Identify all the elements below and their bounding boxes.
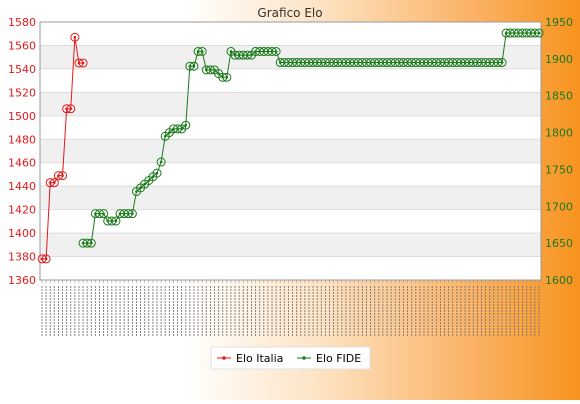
left-tick-label: 1560 [8, 39, 36, 52]
plot-band [40, 92, 541, 116]
data-point [78, 58, 88, 68]
left-tick-label: 1540 [8, 63, 36, 76]
data-point [189, 61, 199, 71]
series-line [83, 32, 539, 244]
data-point-center [180, 127, 183, 131]
data-point-center [102, 212, 105, 215]
data-point [197, 46, 207, 56]
data-point-center [200, 50, 204, 53]
data-point-center [159, 160, 163, 164]
legend: Elo Italia Elo FIDE [210, 346, 371, 370]
left-tick-label: 1380 [8, 251, 36, 264]
right-axis-ticks: 1600 1650 1700 1750 1800 1850 1900 1950 [545, 16, 573, 287]
data-point-center [155, 171, 159, 175]
data-point-center [274, 50, 278, 53]
data-point-center [151, 175, 155, 179]
legend-marker-elo-italia [222, 356, 226, 360]
right-tick-label: 1650 [545, 237, 573, 250]
data-point [66, 104, 76, 114]
gridlines [39, 21, 542, 281]
data-point-center [213, 68, 216, 72]
data-point-center [225, 75, 229, 79]
left-tick-label: 1460 [8, 157, 36, 170]
data-point-center [163, 134, 167, 138]
plot-band [40, 209, 541, 234]
data-point [58, 171, 68, 181]
data-point-center [184, 123, 188, 127]
plot-frame [39, 21, 542, 281]
data-point-center [81, 61, 85, 65]
plot-band [40, 233, 541, 257]
data-point [152, 168, 162, 178]
left-axis-ticks: 1360 1380 1400 1420 1440 1460 1480 1500 1520 1540… [8, 16, 36, 287]
legend-marker-elo-fide [302, 356, 306, 360]
left-tick-label: 1440 [8, 180, 36, 193]
legend-label-elo-italia: Elo Italia [236, 352, 283, 365]
left-tick-label: 1520 [8, 86, 36, 99]
data-point [222, 72, 232, 82]
data-point [99, 209, 109, 219]
data-point [86, 238, 96, 248]
series-elo-fide [78, 28, 544, 248]
data-point-center [89, 241, 93, 245]
data-point-center [250, 53, 253, 57]
data-point-center [147, 179, 151, 182]
plot-band [40, 162, 541, 187]
data-point-center [192, 64, 196, 68]
data-point [181, 120, 191, 130]
right-tick-label: 1800 [545, 127, 573, 140]
left-tick-label: 1400 [8, 227, 36, 240]
right-tick-label: 1850 [545, 90, 573, 103]
x-axis-ticks [41, 280, 540, 336]
series-elo-italia [37, 32, 88, 264]
right-tick-label: 1700 [545, 200, 573, 213]
data-point [111, 216, 121, 226]
plot-band [40, 139, 541, 163]
right-tick-label: 1600 [545, 274, 573, 287]
plot-band [40, 115, 541, 140]
chart-title: Grafico Elo [257, 6, 322, 20]
data-point-center [217, 72, 220, 75]
data-point-center [53, 181, 56, 184]
data-point-center [69, 107, 73, 111]
data-point-center [44, 257, 48, 261]
data-point-center [229, 50, 233, 53]
data-point-center [73, 35, 77, 39]
data-point [49, 178, 59, 188]
legend-box [210, 346, 371, 370]
data-point-center [131, 212, 134, 215]
data-point-center [168, 131, 171, 134]
plot-band [40, 68, 541, 93]
data-point-center [500, 61, 504, 64]
plot-band [40, 22, 541, 46]
plot-band [40, 256, 541, 280]
left-tick-label: 1480 [8, 133, 36, 146]
left-tick-label: 1500 [8, 110, 36, 123]
left-tick-label: 1580 [8, 16, 36, 29]
right-tick-label: 1900 [545, 53, 573, 66]
data-point [271, 46, 281, 56]
legend-label-elo-fide: Elo FIDE [316, 352, 361, 365]
left-tick-label: 1360 [8, 274, 36, 287]
data-point-center [139, 186, 142, 190]
data-point-center [537, 31, 541, 35]
data-point-center [135, 190, 138, 193]
data-point-center [61, 174, 64, 177]
data-point [156, 157, 166, 167]
data-point [497, 58, 507, 68]
data-point [70, 32, 80, 42]
data-point [127, 209, 137, 219]
data-point [534, 28, 544, 38]
data-point [41, 254, 51, 264]
data-point-center [143, 182, 146, 186]
right-tick-label: 1750 [545, 163, 573, 176]
plot-band [40, 186, 541, 210]
left-tick-label: 1420 [8, 204, 36, 217]
data-point-center [114, 219, 118, 223]
right-tick-label: 1950 [545, 16, 573, 29]
